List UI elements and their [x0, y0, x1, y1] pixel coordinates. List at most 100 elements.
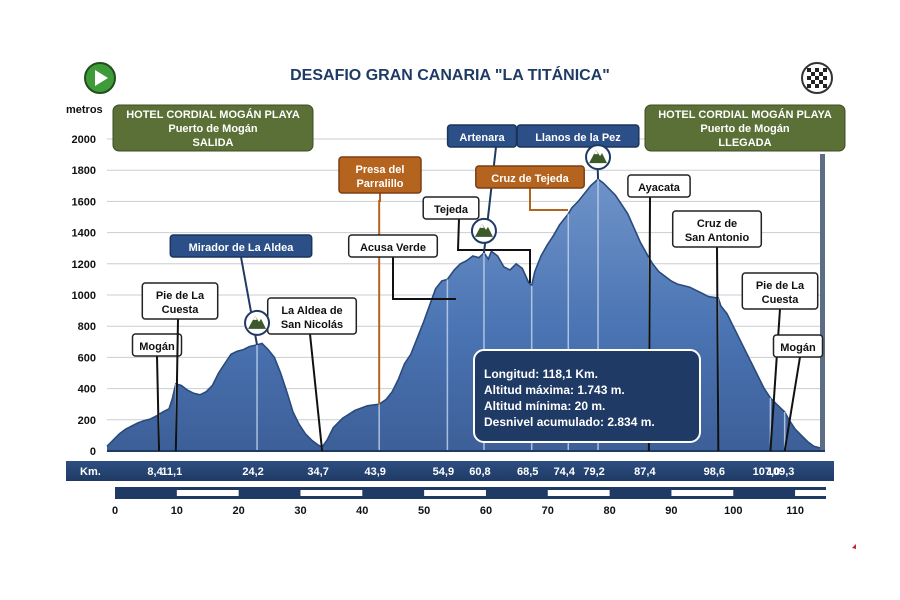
y-tick-label: 200 [78, 415, 96, 427]
checker-square [819, 72, 823, 76]
km-mark-label: 43,9 [364, 466, 385, 478]
x-tick-label: 20 [233, 505, 245, 517]
milestone-label: Pie de La [756, 280, 805, 292]
milestone-box [741, 272, 819, 310]
checker-square [823, 84, 827, 88]
milestone-label: San Nicolás [281, 319, 343, 331]
km-mark-label: 74,4 [554, 466, 576, 478]
checker-square [819, 80, 823, 84]
milestone-box [446, 124, 518, 148]
y-tick-label: 1800 [72, 165, 96, 177]
info-line: Altitud mínima: 20 m. [484, 399, 605, 413]
milestone-label: Presa del [356, 164, 405, 176]
scale-bar-segment [300, 490, 363, 496]
milestone-box [131, 333, 183, 357]
start-hotel-box-line: HOTEL CORDIAL MOGÁN PLAYA [126, 108, 300, 121]
milestone-label: Mirador de La Aldea [189, 242, 295, 254]
km-mark-label: 8,4 [147, 466, 163, 478]
finish-hotel-box-line: LLEGADA [718, 137, 771, 149]
y-tick-label: 400 [78, 384, 96, 396]
milestone-box [338, 156, 422, 194]
milestone-label: Ayacata [638, 182, 681, 194]
scale-bar-segment [671, 490, 734, 496]
km-mark-label: 79,2 [583, 466, 604, 478]
mountain-peak-shape [248, 315, 267, 329]
x-tick-label: 50 [418, 505, 430, 517]
y-tick-label: 0 [90, 446, 96, 458]
y-tick-label: 2000 [72, 134, 96, 146]
milestone-connector [174, 318, 179, 452]
milestone-label: Acusa Verde [360, 242, 426, 254]
milestone-connector [529, 188, 568, 211]
play-icon-triangle [95, 70, 108, 86]
km-mark-label: 54,9 [433, 466, 454, 478]
checker-square [811, 80, 815, 84]
milestone-box [516, 124, 640, 148]
y-tick-label: 1200 [72, 259, 96, 271]
mountain-snow-cap [594, 150, 599, 155]
milestone-connector [378, 193, 381, 405]
km-mark-label: 11,1 [161, 466, 182, 478]
checkered-pattern [807, 68, 827, 88]
checker-square [815, 76, 819, 80]
km-mark-label: 87,4 [634, 466, 656, 478]
checker-square [807, 68, 811, 72]
milestone-label: Cuesta [162, 304, 200, 316]
milestone-connector [456, 218, 531, 283]
scale-bar-segment [424, 490, 486, 496]
milestone-label: San Antonio [685, 232, 750, 244]
km-bar-label: Km. [80, 466, 101, 478]
km-bar [66, 461, 834, 481]
checker-square [811, 72, 815, 76]
x-tick-label: 10 [171, 505, 183, 517]
km-mark-label: 109,3 [767, 466, 795, 478]
milestone-connector [309, 333, 324, 452]
y-tick-label: 1000 [72, 290, 96, 302]
checker-square [807, 76, 811, 80]
milestone-label: Mogán [139, 341, 175, 353]
milestone-label: Llanos de la Pez [535, 132, 621, 144]
start-hotel-box [112, 104, 314, 152]
milestone-label: Cruz de Tejeda [491, 173, 569, 185]
red-mark [852, 544, 856, 549]
x-tick-label: 70 [542, 505, 554, 517]
checker-square [807, 84, 811, 88]
x-tick-label: 60 [480, 505, 492, 517]
milestone-box [347, 234, 439, 258]
x-tick-label: 0 [112, 505, 118, 517]
scale-bar-segment [176, 490, 239, 496]
finish-hotel-box-line: Puerto de Mogán [700, 123, 790, 135]
elevation-line [106, 178, 821, 449]
milestone-box [169, 234, 313, 258]
mountain-snow-cap [253, 315, 258, 320]
milestone-label: Cruz de [697, 218, 737, 230]
checker-square [815, 68, 819, 72]
milestone-box [671, 210, 763, 248]
milestone-label: Tejeda [434, 204, 469, 216]
info-box [473, 349, 701, 443]
chart-title: DESAFIO GRAN CANARIA "LA TITÁNICA" [290, 65, 610, 84]
km-mark-label: 60,8 [469, 466, 490, 478]
x-tick-label: 40 [356, 505, 368, 517]
finish-hotel-box [644, 104, 846, 152]
milestone-connector [716, 246, 720, 452]
milestone-label: Parralillo [356, 178, 403, 190]
right-edge-bar [820, 154, 825, 451]
x-tick-label: 90 [665, 505, 677, 517]
mountain-peak-shape [589, 150, 608, 164]
milestone-connector [392, 257, 456, 300]
milestone-label: Mogán [780, 342, 816, 354]
milestone-box [627, 174, 691, 198]
milestone-connector [156, 355, 161, 452]
milestone-box [422, 196, 480, 220]
km-mark-label: 98,6 [704, 466, 725, 478]
milestone-label: Artenara [459, 132, 505, 144]
mountain-snow-cap [479, 223, 484, 228]
info-line: Desnivel acumulado: 2.834 m. [484, 415, 655, 429]
y-tick-label: 800 [78, 321, 96, 333]
milestone-label: Pie de La [156, 290, 205, 302]
milestone-label: Cuesta [762, 294, 800, 306]
km-mark-label: 107,0 [753, 466, 781, 478]
y-tick-label: 600 [78, 352, 96, 364]
checker-square [815, 84, 819, 88]
